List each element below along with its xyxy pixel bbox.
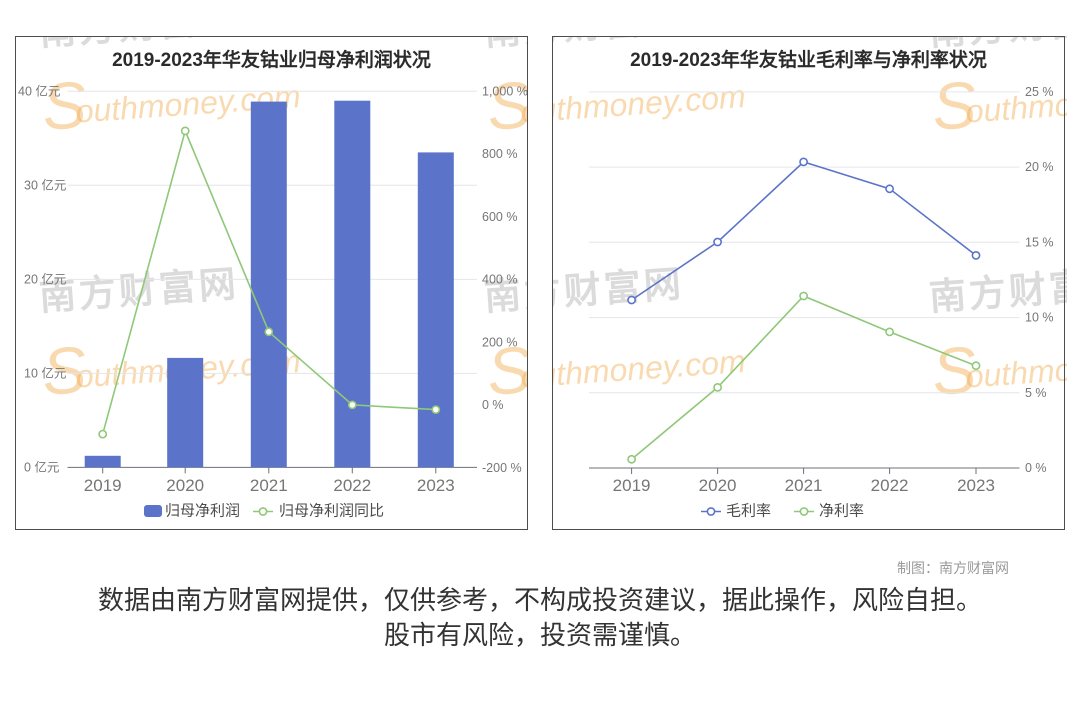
- svg-text:200 %: 200 %: [482, 335, 517, 349]
- svg-text:2019: 2019: [84, 476, 122, 495]
- svg-text:40 亿元: 40 亿元: [18, 83, 60, 98]
- svg-text:30 亿元: 30 亿元: [24, 177, 66, 192]
- svg-text:2020: 2020: [699, 476, 737, 495]
- svg-text:0 %: 0 %: [1025, 461, 1047, 475]
- svg-text:2023: 2023: [957, 476, 995, 495]
- svg-text:2022: 2022: [871, 476, 909, 495]
- svg-text:归母净利润: 归母净利润: [165, 503, 240, 520]
- svg-text:0 亿元: 0 亿元: [24, 459, 59, 474]
- svg-text:800 %: 800 %: [482, 147, 517, 161]
- svg-text:2020: 2020: [166, 476, 204, 495]
- svg-text:5 %: 5 %: [1025, 386, 1047, 400]
- svg-text:10 %: 10 %: [1025, 311, 1054, 325]
- svg-text:10 亿元: 10 亿元: [24, 365, 66, 380]
- svg-text:15 %: 15 %: [1025, 235, 1054, 249]
- svg-text:归母净利润同比: 归母净利润同比: [279, 503, 384, 520]
- svg-text:600 %: 600 %: [482, 210, 517, 224]
- svg-text:-200 %: -200 %: [482, 461, 522, 475]
- svg-text:20 %: 20 %: [1025, 160, 1054, 174]
- svg-text:净利率: 净利率: [819, 503, 864, 520]
- svg-text:2022: 2022: [333, 476, 371, 495]
- svg-text:20 亿元: 20 亿元: [24, 271, 66, 286]
- svg-text:0 %: 0 %: [482, 398, 504, 412]
- svg-text:毛利率: 毛利率: [726, 503, 771, 520]
- svg-text:2021: 2021: [785, 476, 823, 495]
- svg-text:2021: 2021: [250, 476, 288, 495]
- svg-text:2019: 2019: [613, 476, 651, 495]
- svg-text:1,000 %: 1,000 %: [482, 84, 528, 98]
- svg-text:400 %: 400 %: [482, 273, 517, 287]
- svg-text:25 %: 25 %: [1025, 85, 1054, 99]
- svg-text:2023: 2023: [417, 476, 455, 495]
